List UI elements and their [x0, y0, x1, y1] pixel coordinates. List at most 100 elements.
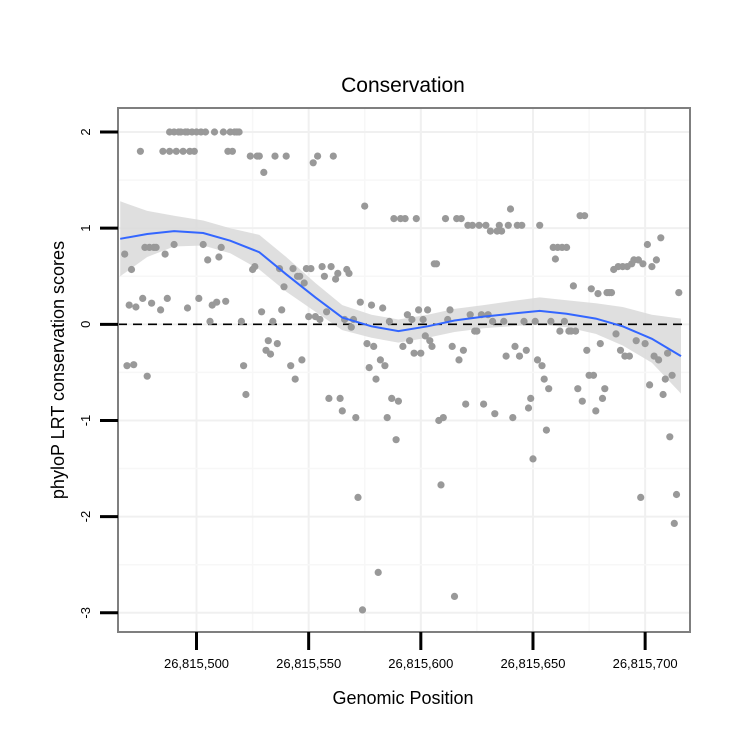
- data-point: [664, 349, 672, 357]
- data-point: [217, 243, 225, 251]
- data-point: [264, 337, 272, 345]
- y-axis-label: phyloP LRT conservation scores: [48, 241, 68, 499]
- data-point: [289, 265, 297, 273]
- data-point: [210, 128, 219, 136]
- data-point: [415, 306, 423, 314]
- data-point: [632, 337, 640, 345]
- data-point: [655, 356, 663, 364]
- data-point: [204, 256, 212, 264]
- data-point: [161, 250, 169, 258]
- data-point: [500, 317, 508, 325]
- data-point: [403, 311, 411, 319]
- data-point: [159, 147, 167, 155]
- y-tick-label: 1: [78, 225, 93, 232]
- data-point: [587, 285, 595, 293]
- data-point: [542, 426, 551, 434]
- data-point: [219, 128, 227, 136]
- data-point: [152, 243, 160, 251]
- data-point: [179, 147, 187, 155]
- data-point: [163, 294, 171, 302]
- data-point: [298, 356, 306, 364]
- data-point: [213, 298, 221, 306]
- data-point: [354, 493, 362, 501]
- data-point: [392, 436, 400, 444]
- data-point: [305, 313, 313, 321]
- data-point: [199, 240, 207, 249]
- data-point: [408, 315, 416, 324]
- data-point: [157, 306, 165, 314]
- data-point: [502, 352, 510, 360]
- data-point: [228, 147, 236, 155]
- data-point: [531, 317, 539, 325]
- data-point: [287, 362, 295, 370]
- data-point: [486, 227, 494, 235]
- data-point: [235, 128, 243, 136]
- data-point: [462, 400, 470, 408]
- data-point: [240, 362, 248, 370]
- data-point: [437, 481, 445, 489]
- data-point: [466, 311, 474, 319]
- data-point: [352, 414, 360, 422]
- data-point: [432, 260, 441, 268]
- data-point: [668, 371, 676, 379]
- scatter-points: [121, 128, 683, 614]
- data-point: [661, 375, 669, 383]
- data-point: [136, 147, 144, 155]
- data-point: [646, 381, 654, 389]
- data-point: [222, 297, 230, 305]
- data-point: [379, 304, 387, 312]
- data-point: [412, 215, 420, 223]
- data-point: [563, 243, 571, 251]
- data-point: [529, 455, 537, 463]
- data-point: [540, 375, 548, 383]
- data-point: [370, 342, 378, 350]
- data-point: [675, 289, 683, 297]
- data-point: [121, 250, 129, 258]
- data-point: [551, 255, 560, 263]
- data-point: [475, 221, 483, 229]
- data-point: [515, 352, 524, 360]
- plot-panel: [117, 107, 691, 633]
- y-axis-ticks: 2 1 0 -1 -2 -3: [78, 128, 118, 619]
- data-point: [545, 385, 553, 393]
- data-point: [482, 221, 490, 229]
- data-point: [183, 304, 192, 312]
- data-point: [363, 340, 371, 348]
- data-point: [601, 385, 609, 393]
- data-point: [509, 414, 517, 422]
- data-point: [547, 317, 555, 325]
- x-tick-label: 26,815,500: [164, 656, 229, 671]
- data-point: [383, 414, 391, 422]
- data-point: [538, 362, 546, 370]
- data-point: [520, 317, 528, 325]
- data-point: [237, 317, 245, 325]
- data-point: [143, 372, 151, 380]
- data-point: [278, 306, 286, 314]
- data-point: [215, 253, 223, 261]
- data-point: [323, 308, 331, 316]
- smooth-fit-line: [120, 230, 682, 357]
- data-point: [365, 364, 373, 372]
- data-point: [127, 265, 136, 274]
- data-point: [457, 215, 465, 223]
- data-point: [309, 159, 317, 167]
- data-point: [269, 317, 277, 325]
- data-point: [358, 606, 367, 614]
- x-tick-label: 26,815,600: [388, 656, 453, 671]
- data-point: [455, 356, 463, 364]
- x-axis-ticks: 26,815,500 26,815,550 26,815,600 26,815,650…: [164, 632, 678, 671]
- data-point: [282, 152, 290, 160]
- data-point: [574, 385, 582, 393]
- data-point: [448, 342, 456, 350]
- data-point: [450, 592, 459, 601]
- plot-border: [117, 107, 691, 633]
- data-point: [195, 294, 203, 302]
- data-point: [522, 346, 530, 354]
- data-point: [123, 362, 131, 370]
- data-point: [446, 306, 454, 314]
- data-point: [592, 407, 600, 415]
- data-point: [148, 299, 156, 307]
- data-point: [657, 234, 665, 242]
- data-point: [410, 349, 418, 357]
